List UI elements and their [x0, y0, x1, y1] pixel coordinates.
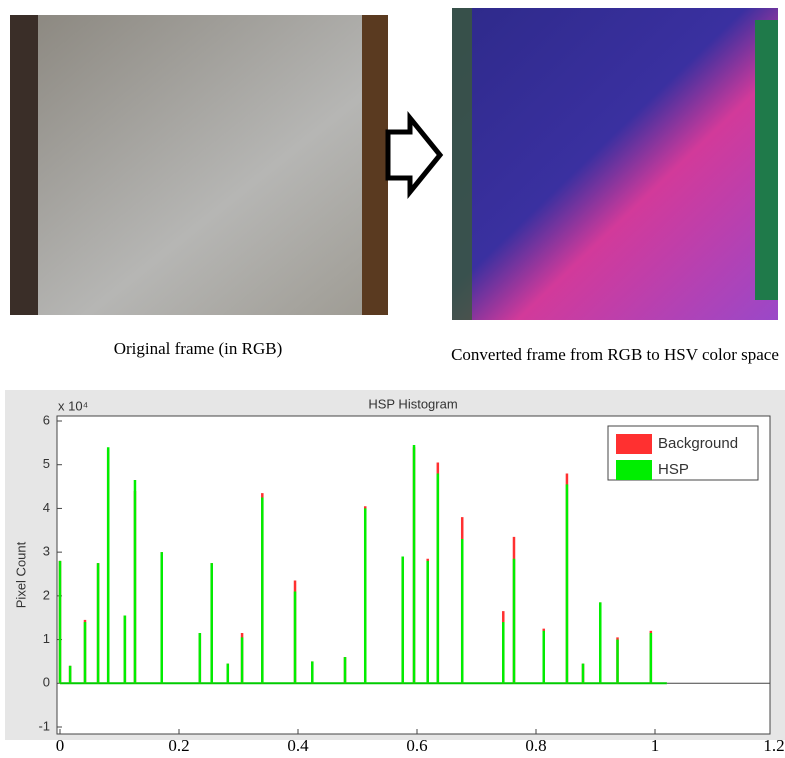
- arrow: [385, 110, 444, 200]
- x-tick-label: 0.4: [287, 736, 309, 755]
- original-frame: [10, 15, 388, 315]
- frame-edge: [755, 20, 778, 300]
- y-scale-label: x 10⁴: [58, 398, 88, 413]
- y-tick-label: 2: [43, 587, 50, 602]
- legend-label: Background: [658, 435, 738, 452]
- frame-edge: [452, 8, 472, 320]
- legend-swatch: [616, 460, 652, 480]
- y-tick-label: 1: [43, 631, 50, 646]
- y-tick-label: -1: [38, 718, 50, 733]
- caption: Original frame (in RGB): [114, 339, 283, 358]
- y-tick-label: 4: [43, 500, 50, 515]
- caption: Converted frame from RGB to HSV color sp…: [451, 345, 779, 364]
- x-tick-label: 0: [56, 736, 65, 755]
- y-axis-label: Pixel Count: [13, 541, 28, 608]
- y-tick-label: 3: [43, 544, 50, 559]
- y-tick-label: 5: [43, 456, 50, 471]
- legend-label: HSP: [658, 461, 689, 478]
- y-tick-label: 6: [43, 412, 50, 427]
- x-tick-label: 1: [651, 736, 660, 755]
- hsv-frame: [452, 8, 778, 320]
- x-tick-label: 1.2: [763, 736, 784, 755]
- frame-edge: [10, 15, 38, 315]
- chart-title: HSP Histogram: [368, 396, 457, 411]
- x-tick-label: 0.6: [406, 736, 427, 755]
- legend-swatch: [616, 434, 652, 454]
- frame-edge: [362, 15, 388, 315]
- y-tick-label: 0: [43, 675, 50, 690]
- x-tick-label: 0.8: [525, 736, 546, 755]
- x-tick-label: 0.2: [168, 736, 189, 755]
